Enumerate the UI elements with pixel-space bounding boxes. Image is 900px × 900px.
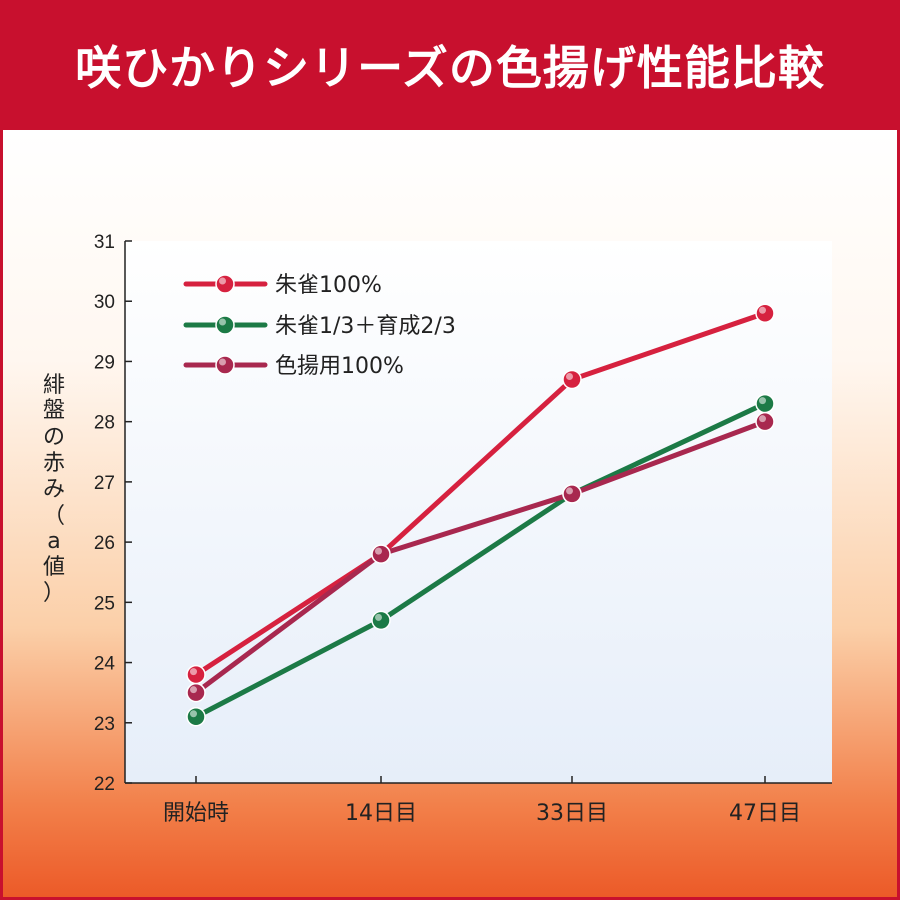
y-axis-label-char: の [43,425,65,450]
chart-panel: 22 23 24 25 26 27 28 29 30 31 開始時 14日目 33日目 47日目 朱雀10… [3,130,897,897]
data-point-highlight [375,613,382,621]
legend-marker-highlight [219,358,226,366]
data-point-highlight [759,306,766,314]
data-point-highlight [190,710,197,718]
axes: 22 23 24 25 26 27 28 29 30 31 開始時 14日目 33日目 47日目 [94,232,832,826]
data-point [371,544,391,564]
y-tick-label: 25 [94,593,115,614]
x-tick-label: 47日目 [729,801,801,826]
x-tick-label: 開始時 [163,801,229,826]
y-tick-label: 26 [94,533,115,554]
y-axis-label-char: 値 [43,555,65,580]
y-tick-label: 28 [94,413,115,434]
data-point [186,707,206,727]
y-tick-label: 24 [94,654,116,675]
data-point-highlight [566,487,573,495]
data-point [186,682,206,703]
y-axis-label-char: 緋 [43,373,65,398]
title-bar: 咲ひかりシリーズの色揚げ性能比較 [0,0,900,130]
data-point-highlight [566,373,573,381]
x-tick-label: 14日目 [345,801,417,826]
y-tick-label: 27 [94,473,115,494]
data-point-highlight [375,547,382,555]
y-axis-label-char: 盤 [43,398,65,423]
y-axis-label-char: a [47,529,60,554]
data-point [755,393,775,414]
y-tick-label: 23 [94,714,115,735]
series-line [193,401,768,720]
legend-label: 朱雀1/3＋育成2/3 [275,314,456,339]
y-axis-label-char: ） [43,581,65,606]
legend-marker [215,355,235,375]
x-tick-label: 33日目 [536,801,608,826]
y-tick-label: 29 [94,352,115,373]
data-point-highlight [190,686,197,694]
series-line [193,310,768,678]
data-point-highlight [759,415,766,423]
y-tick-label: 30 [94,292,115,313]
legend-marker [215,274,235,294]
legend-label: 朱雀100% [275,273,382,298]
data-point-highlight [190,668,197,676]
legend: 朱雀100% 朱雀1/3＋育成2/3 色揚用100% [183,273,456,379]
line-chart: 22 23 24 25 26 27 28 29 30 31 開始時 14日目 33日目 47日目 朱雀10… [43,232,832,826]
legend-marker-highlight [219,318,226,326]
y-tick-label: 22 [94,774,115,795]
y-axis-label-char: 赤 [43,451,65,476]
legend-label: 色揚用100% [275,354,404,379]
data-point [562,369,582,390]
legend-marker-highlight [219,277,226,285]
series-line [193,419,768,696]
series-layer [186,303,775,727]
data-point [755,411,775,432]
y-axis-label-char: み [43,477,65,502]
y-axis-label-char: （ [43,504,65,529]
data-point-highlight [759,397,766,405]
data-point [562,484,582,504]
data-point [186,664,206,685]
chart-title: 咲ひかりシリーズの色揚げ性能比較 [75,41,825,95]
legend-marker [215,315,235,335]
y-tick-label: 31 [94,232,115,253]
data-point [755,303,775,324]
data-point [371,610,391,631]
